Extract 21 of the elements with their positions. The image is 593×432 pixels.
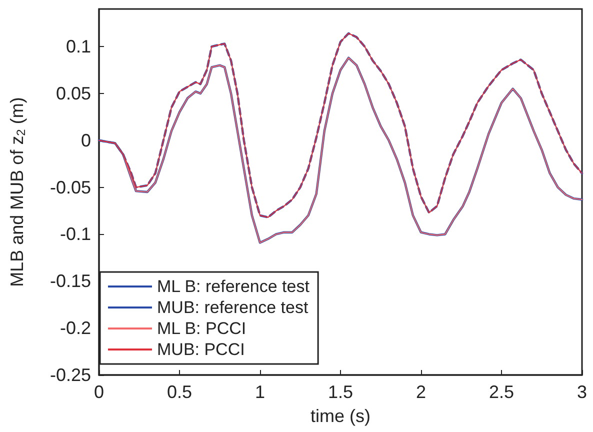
x-axis-title: time (s) [310, 406, 370, 426]
legend-label: MUB: reference test [157, 298, 308, 317]
x-tick-label: 0.5 [166, 382, 192, 402]
y-tick-label: -0.2 [60, 318, 91, 338]
y-tick-label: -0.1 [60, 224, 91, 244]
x-tick-label: 2.5 [488, 382, 514, 402]
legend-label: ML B: PCCI [157, 319, 246, 338]
y-tick-label: 0 [80, 130, 91, 150]
x-tick-label: 1 [254, 382, 266, 402]
x-tick-label: 2 [416, 382, 426, 402]
y-tick-label: -0.15 [50, 271, 91, 292]
y-tick-label: -0.25 [50, 365, 91, 385]
y-tick-label: 0.1 [66, 36, 91, 57]
x-tick-label: 3 [576, 382, 588, 402]
x-tick-label: 0 [94, 382, 104, 402]
legend-label: ML B: reference test [157, 277, 310, 296]
y-tick-label: 0.05 [56, 83, 91, 104]
y-axis-title: MLB and MUB of z2 (m) [7, 97, 28, 287]
x-tick-label: 1.5 [328, 382, 354, 402]
y-tick-label: -0.05 [50, 177, 91, 198]
legend-label: MUB: PCCI [157, 340, 245, 359]
